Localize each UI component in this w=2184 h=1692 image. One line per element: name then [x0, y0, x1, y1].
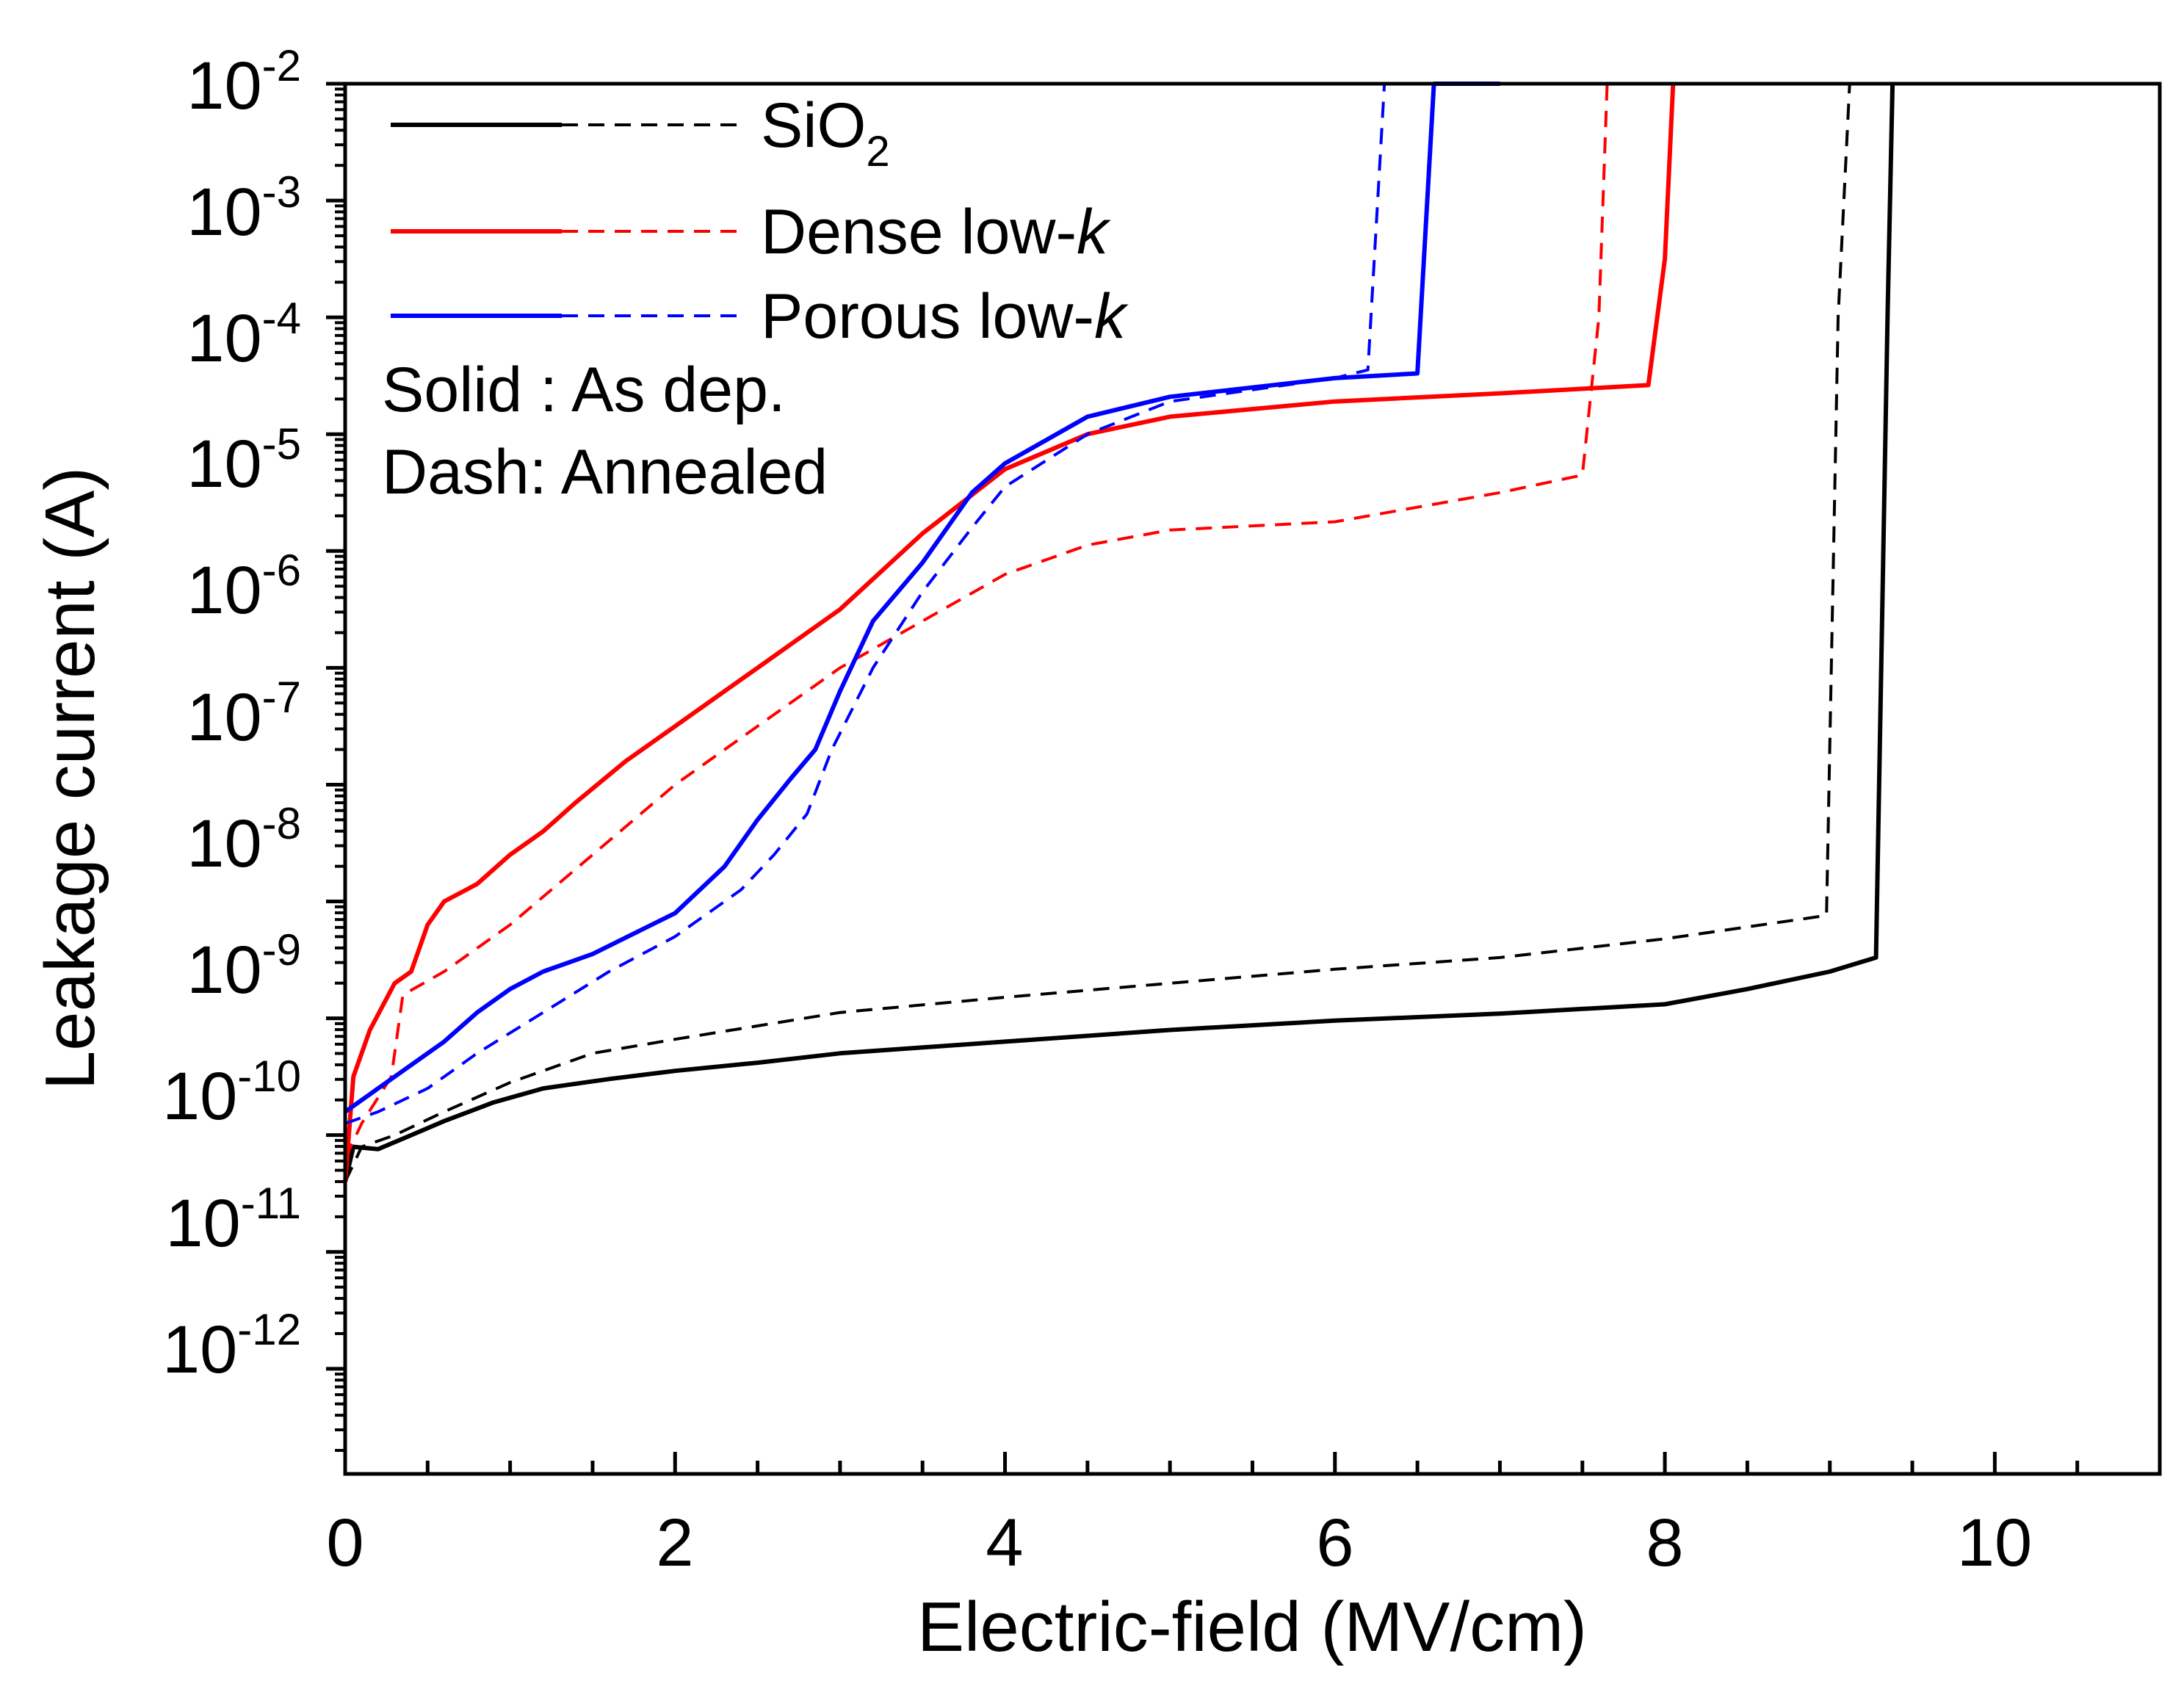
legend: SiO2 Dense low-k Porous low-k Solid : As… [382, 90, 1129, 507]
series-line-sio2-annealed [344, 83, 1851, 1183]
x-tick-label: 2 [656, 1505, 693, 1580]
series-line-sio2-as-dep- [343, 83, 1895, 1182]
series-layer [343, 82, 1895, 1183]
series-line-dense-low-k-annealed [344, 83, 1609, 1160]
note-solid-as-dep: Solid : As dep. [382, 355, 786, 425]
y-tick-label: 10-2 [187, 41, 301, 123]
y-tick-label: 10-11 [165, 1179, 301, 1261]
x-tick-label: 0 [326, 1505, 364, 1580]
series-line-porous-low-k-as-dep- [344, 82, 1500, 1114]
y-tick-label: 10-9 [187, 925, 301, 1008]
y-tick-label: 10-8 [187, 799, 301, 881]
x-tick-label: 6 [1316, 1505, 1353, 1580]
legend-label-porous-low-k: Porous low-k [761, 281, 1129, 352]
note-dash-annealed: Dash: Annealed [382, 437, 828, 507]
x-tick-label: 8 [1646, 1505, 1683, 1580]
series-line-porous-low-k-annealed [344, 82, 1418, 1125]
legend-label-dense-low-k: Dense low-k [761, 197, 1111, 267]
x-tick-label: 4 [986, 1505, 1023, 1580]
x-tick-labels: 0 2 4 6 8 10 [326, 1505, 2032, 1580]
y-tick-label: 10-4 [187, 294, 301, 376]
y-axis-title: Leakage current (A) [31, 467, 109, 1090]
x-axis-title: Electric-field (MV/cm) [917, 1588, 1587, 1666]
y-tick-label: 10-5 [187, 419, 301, 502]
y-tick-label: 10-12 [162, 1305, 301, 1387]
plot-frame [343, 82, 2162, 1476]
y-tick-label: 10-6 [187, 546, 301, 628]
series-line-dense-low-k-as-dep- [343, 83, 1676, 1182]
y-tick-label: 10-7 [187, 673, 301, 755]
y-tick-labels: 10-2 10-3 10-4 10-5 10-6 10-7 10-8 10-9 … [162, 41, 301, 1387]
legend-label-sio2: SiO2 [761, 90, 890, 176]
y-tick-label: 10-3 [187, 167, 301, 250]
axis-major-ticks [326, 82, 1997, 1474]
x-tick-label: 10 [1957, 1505, 2032, 1580]
y-tick-label: 10-10 [162, 1052, 301, 1134]
